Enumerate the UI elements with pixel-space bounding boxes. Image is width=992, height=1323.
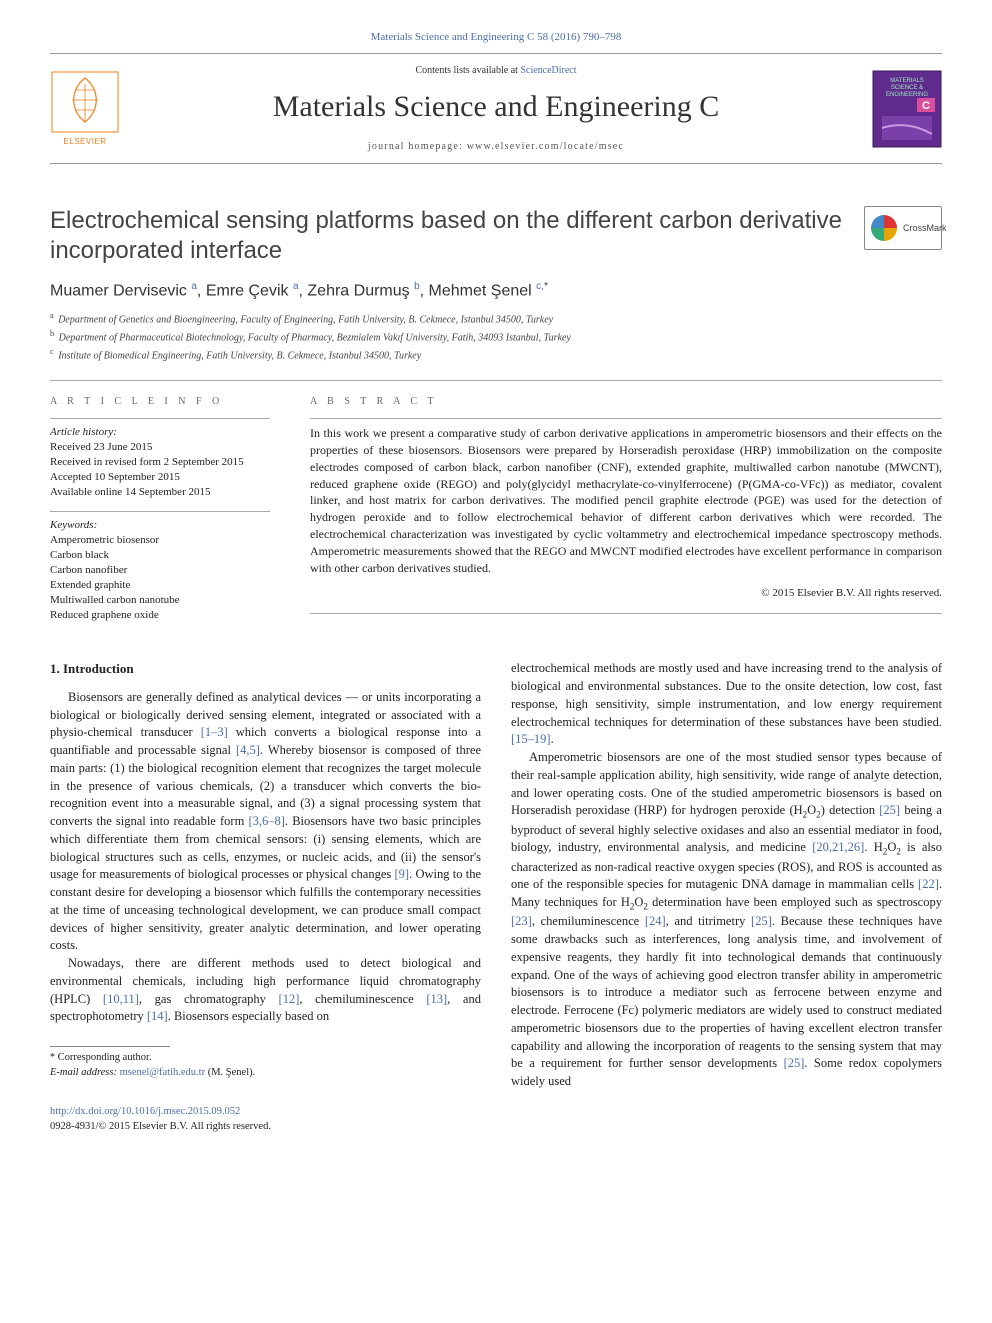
email-link[interactable]: msenel@fatih.edu.tr <box>120 1067 205 1078</box>
affiliation-b: b Department of Pharmaceutical Biotechno… <box>50 328 942 346</box>
journal-header: ELSEVIER Contents lists available at Sci… <box>50 56 942 162</box>
abstract-body: In this work we present a comparative st… <box>310 418 942 601</box>
svg-text:MATERIALS: MATERIALS <box>890 78 924 84</box>
intro-p1: Biosensors are generally defined as anal… <box>50 689 481 955</box>
abstract-heading: A B S T R A C T <box>310 395 942 409</box>
email-label: E-mail address: <box>50 1067 120 1078</box>
author-list: Muamer Dervisevic a, Emre Çevik a, Zehra… <box>50 280 942 302</box>
svg-text:ENGINEERING: ENGINEERING <box>886 92 928 98</box>
journal-name: Materials Science and Engineering C <box>120 87 872 128</box>
history-received: Received 23 June 2015 <box>50 440 270 455</box>
crossmark-label: CrossMark <box>903 222 947 234</box>
history-online: Available online 14 September 2015 <box>50 485 270 500</box>
history-label: Article history: <box>50 425 270 440</box>
abstract-copyright: © 2015 Elsevier B.V. All rights reserved… <box>310 586 942 601</box>
footnote-rule <box>50 1046 170 1047</box>
kw: Carbon black <box>50 548 270 563</box>
issn-copyright: 0928-4931/© 2015 Elsevier B.V. All right… <box>50 1120 481 1135</box>
kw: Amperometric biosensor <box>50 533 270 548</box>
crossmark-icon <box>871 215 897 241</box>
divider-top <box>50 380 942 381</box>
article-history-block: Article history: Received 23 June 2015 R… <box>50 418 270 499</box>
article-info-heading: A R T I C L E I N F O <box>50 395 270 409</box>
footnote-area: * Corresponding author. E-mail address: … <box>50 1046 481 1081</box>
contents-line: Contents lists available at ScienceDirec… <box>120 64 872 78</box>
crossmark-badge[interactable]: CrossMark <box>864 206 942 250</box>
history-revised: Received in revised form 2 September 201… <box>50 455 270 470</box>
body-col-left: 1. Introduction Biosensors are generally… <box>50 660 481 1134</box>
intro-p2: Nowadays, there are different methods us… <box>50 955 481 1026</box>
affiliation-a: a Department of Genetics and Bioengineer… <box>50 310 942 328</box>
title-block: Electrochemical sensing platforms based … <box>50 206 942 266</box>
history-accepted: Accepted 10 September 2015 <box>50 470 270 485</box>
intro-p4: Amperometric biosensors are one of the m… <box>511 749 942 1091</box>
abstract-text: In this work we present a comparative st… <box>310 425 942 576</box>
kw: Carbon nanofiber <box>50 563 270 578</box>
abstract-bottom-rule <box>310 613 942 614</box>
section-1-head: 1. Introduction <box>50 660 481 678</box>
footnote-label: Corresponding author. <box>58 1052 152 1063</box>
footnote-star: * <box>50 1052 55 1063</box>
affiliations: a Department of Genetics and Bioengineer… <box>50 310 942 363</box>
email-who: (M. Şenel). <box>205 1067 255 1078</box>
corresponding-footnote: * Corresponding author. <box>50 1051 481 1066</box>
homepage-label: journal homepage: <box>368 141 467 152</box>
kw: Multiwalled carbon nanotube <box>50 593 270 608</box>
homepage-url: www.elsevier.com/locate/msec <box>467 141 624 152</box>
article-info-col: A R T I C L E I N F O Article history: R… <box>50 395 270 635</box>
body-col-right: electrochemical methods are mostly used … <box>511 660 942 1134</box>
affiliation-c: c Institute of Biomedical Engineering, F… <box>50 346 942 364</box>
info-abstract-row: A R T I C L E I N F O Article history: R… <box>50 395 942 635</box>
journal-homepage: journal homepage: www.elsevier.com/locat… <box>120 140 872 154</box>
intro-p3: electrochemical methods are mostly used … <box>511 660 942 749</box>
article-title: Electrochemical sensing platforms based … <box>50 206 848 266</box>
header-rule-bottom <box>50 163 942 164</box>
journal-cover-thumbnail: MATERIALS SCIENCE & ENGINEERING C <box>872 70 942 148</box>
sciencedirect-link[interactable]: ScienceDirect <box>520 65 576 76</box>
svg-text:ELSEVIER: ELSEVIER <box>63 137 106 146</box>
svg-text:C: C <box>922 100 930 112</box>
keywords-label: Keywords: <box>50 518 270 533</box>
kw: Extended graphite <box>50 578 270 593</box>
header-rule-top <box>50 53 942 54</box>
body-columns: 1. Introduction Biosensors are generally… <box>50 660 942 1134</box>
abstract-col: A B S T R A C T In this work we present … <box>310 395 942 635</box>
keywords-block: Keywords: Amperometric biosensor Carbon … <box>50 511 270 622</box>
header-center: Contents lists available at ScienceDirec… <box>120 64 872 154</box>
elsevier-logo: ELSEVIER <box>50 70 120 148</box>
contents-prefix: Contents lists available at <box>415 65 520 76</box>
svg-text:SCIENCE &: SCIENCE & <box>891 85 923 91</box>
kw: Reduced graphene oxide <box>50 608 270 623</box>
journal-citation: Materials Science and Engineering C 58 (… <box>50 30 942 45</box>
doi-link[interactable]: http://dx.doi.org/10.1016/j.msec.2015.09… <box>50 1106 240 1117</box>
email-footnote: E-mail address: msenel@fatih.edu.tr (M. … <box>50 1066 481 1081</box>
doi-block: http://dx.doi.org/10.1016/j.msec.2015.09… <box>50 1105 481 1135</box>
